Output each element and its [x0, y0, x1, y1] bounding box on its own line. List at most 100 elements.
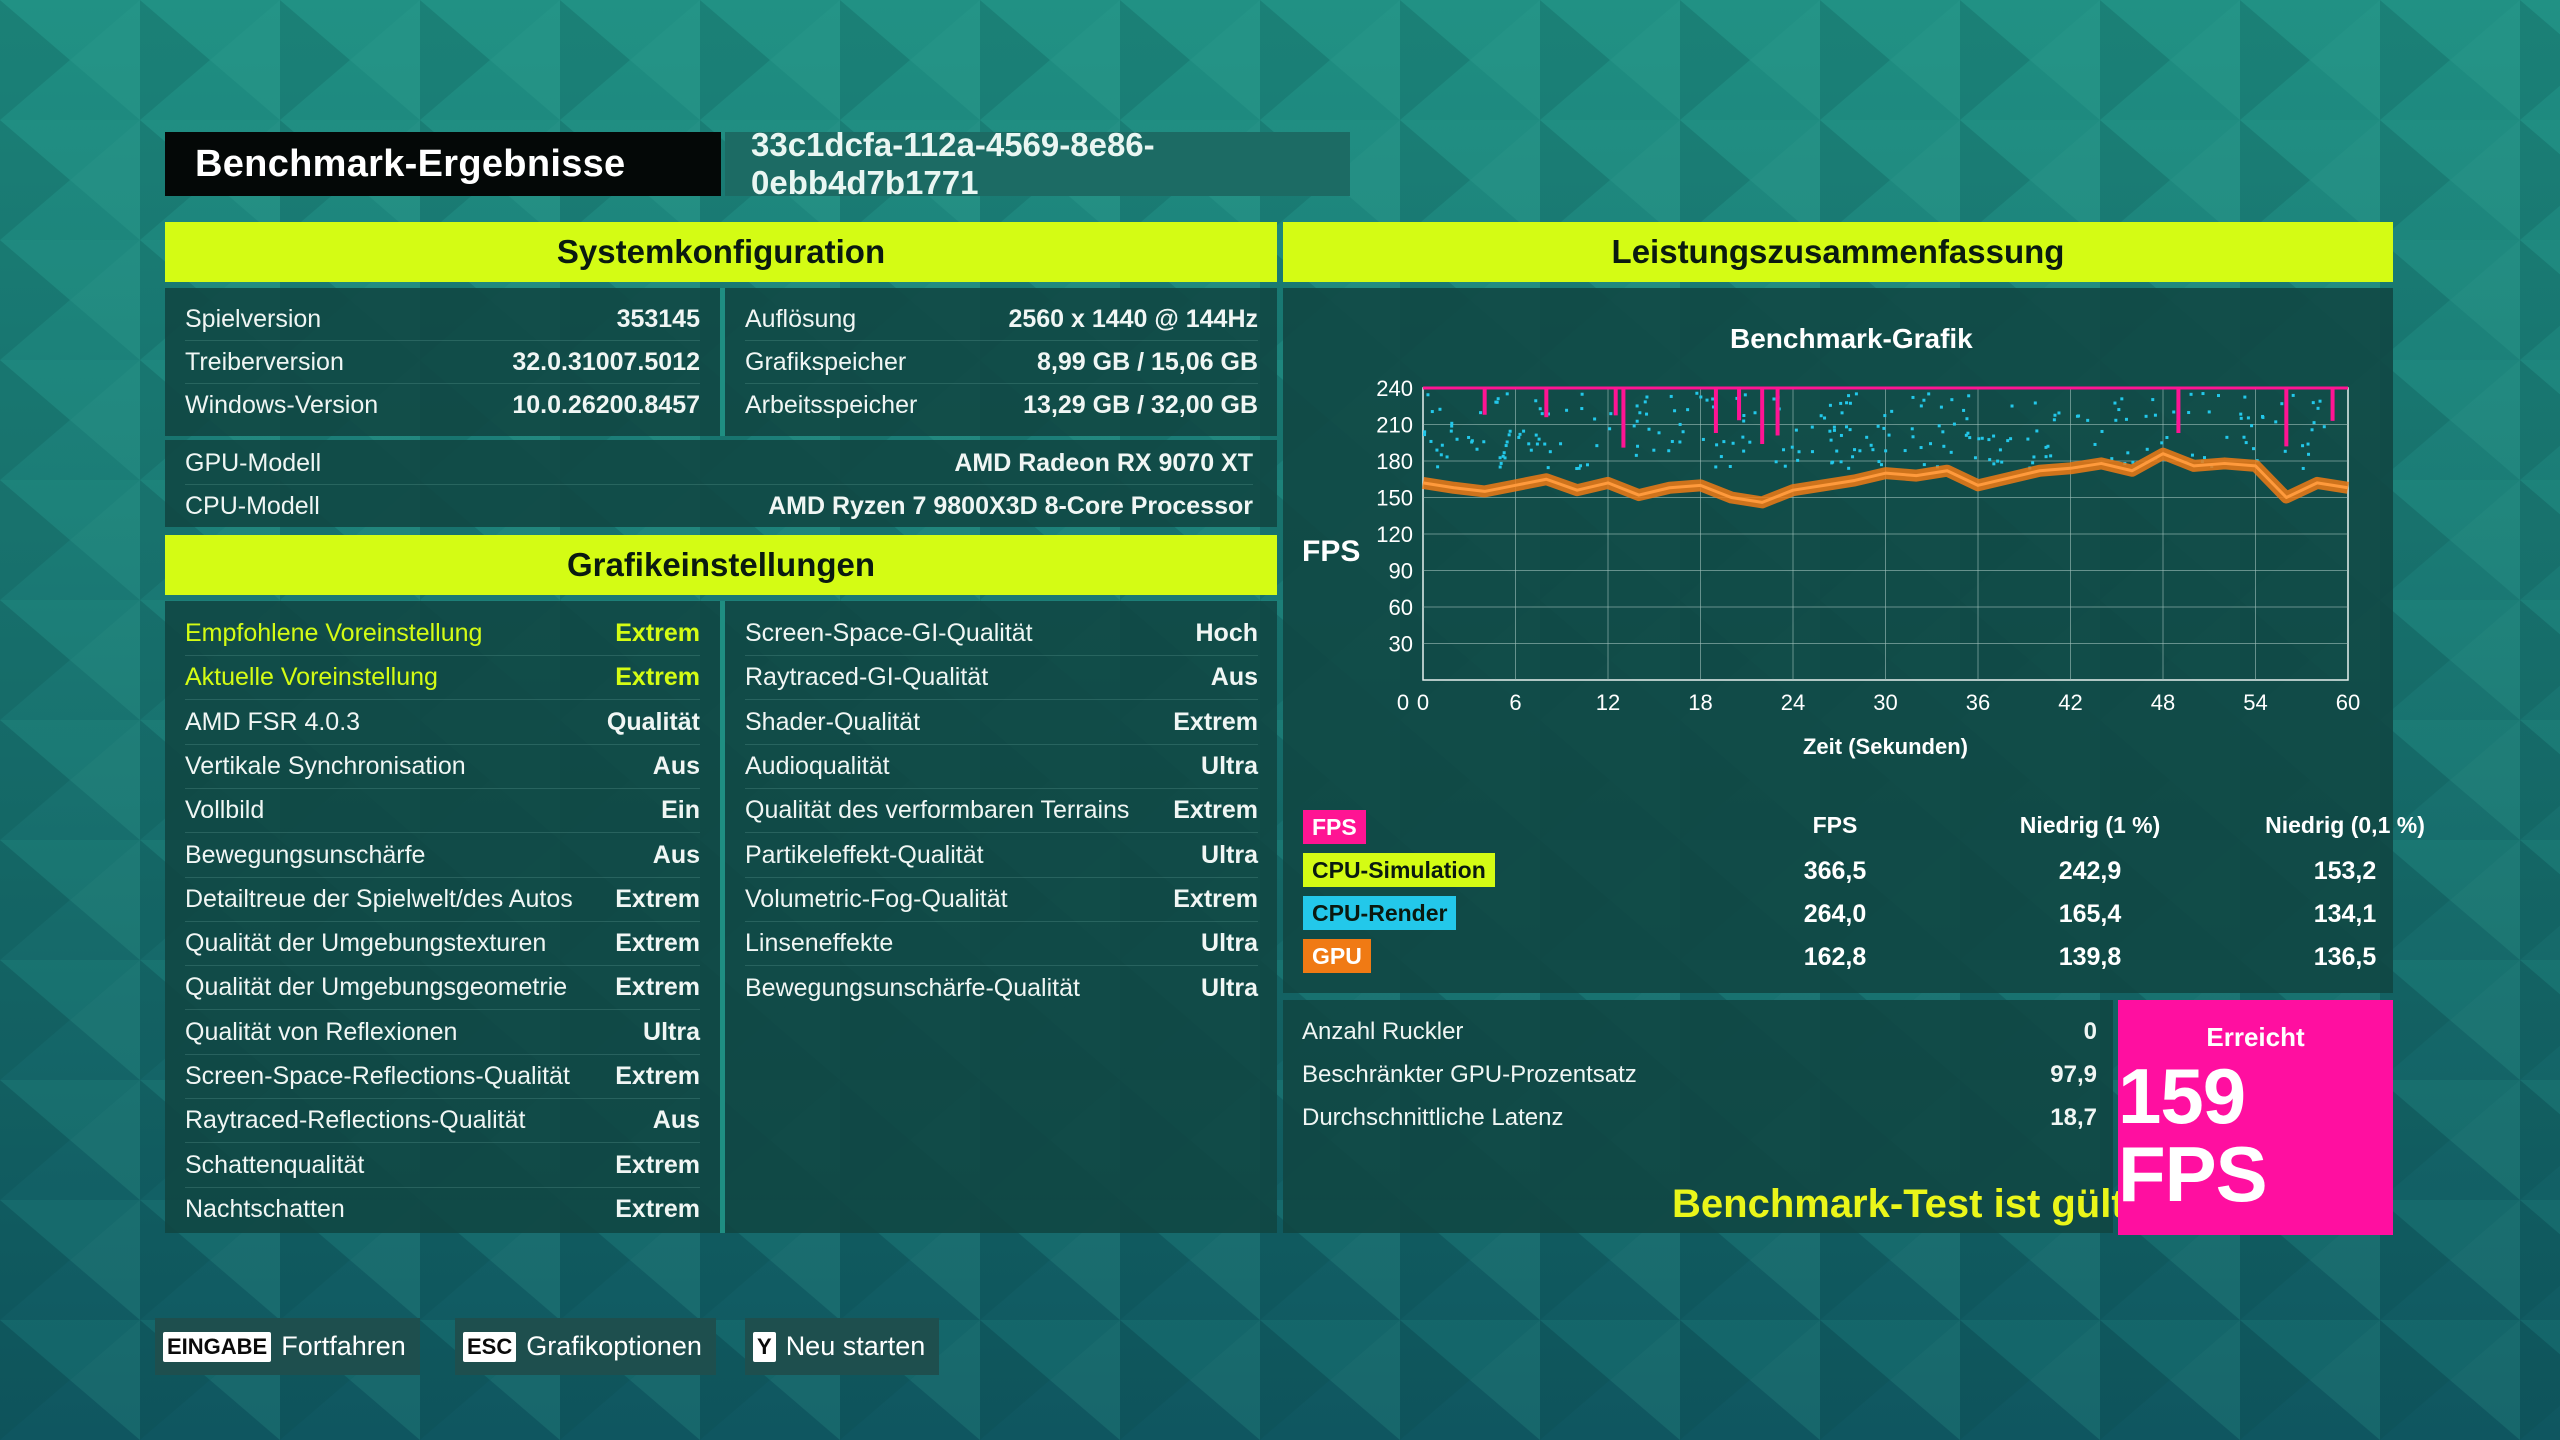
chart-point-cpu-render: [2301, 444, 2305, 448]
setting-value: Extrem: [615, 929, 700, 958]
setting-value: Aus: [1210, 663, 1258, 692]
chart-point-cpu-render: [1504, 444, 1508, 448]
chart-x-tick: 60: [2336, 690, 2360, 715]
setting-value: AMD Ryzen 7 9800X3D 8-Core Processor: [768, 492, 1253, 520]
setting-row: Screen-Space-Reflections-Qualität Extrem: [185, 1055, 700, 1099]
chart-x-tick: 24: [1781, 690, 1805, 715]
chart-point-cpu-render: [2093, 442, 2097, 446]
chart-point-cpu-render: [2243, 395, 2247, 399]
setting-row: Windows-Version 10.0.26200.8457: [185, 384, 700, 427]
chart-point-cpu-render: [1741, 435, 1745, 439]
chart-point-cpu-render: [1929, 442, 1933, 446]
chart-point-cpu-render: [2026, 437, 2030, 441]
chart-point-cpu-render: [1973, 456, 1977, 460]
setting-label: Raytraced-GI-Qualität: [745, 663, 989, 692]
chart-point-cpu-render: [1593, 417, 1597, 421]
chart-point-cpu-render: [1996, 459, 2000, 463]
setting-label: CPU-Modell: [185, 492, 320, 520]
chart-point-cpu-render: [2000, 460, 2004, 464]
setting-value: Extrem: [615, 663, 700, 692]
summary-stat-value: 0: [2083, 1018, 2097, 1045]
chart-point-cpu-render: [1657, 431, 1661, 435]
setting-row: Nachtschatten Extrem: [185, 1188, 700, 1232]
setting-row: Grafikspeicher 8,99 GB / 15,06 GB: [745, 341, 1258, 384]
restart-button[interactable]: Y Neu starten: [745, 1318, 940, 1375]
chart-point-cpu-render: [1499, 461, 1503, 465]
chart-point-cpu-render: [1565, 408, 1569, 412]
setting-value: 32.0.31007.5012: [512, 347, 700, 376]
chart-point-cpu-render: [1840, 411, 1844, 415]
chart-point-cpu-render: [1635, 404, 1639, 408]
chart-point-cpu-render: [1518, 432, 1522, 436]
chart-point-cpu-render: [1890, 409, 1894, 413]
chart-point-cpu-render: [1722, 440, 1726, 444]
setting-label: Bewegungsunschärfe: [185, 840, 426, 869]
setting-value: Hoch: [1195, 619, 1259, 647]
performance-summary-heading: Leistungszusammenfassung: [1283, 222, 2393, 282]
chart-point-cpu-render: [2246, 416, 2250, 420]
continue-button[interactable]: EINGABE Fortfahren: [155, 1318, 420, 1375]
setting-label: Empfohlene Voreinstellung: [185, 619, 483, 647]
result-value: 159 FPS: [2118, 1052, 2268, 1218]
chart-point-cpu-render: [1968, 436, 1972, 440]
chart-point-cpu-render: [1440, 443, 1444, 447]
chart-point-cpu-render: [2310, 428, 2314, 432]
chart-point-cpu-render: [1678, 440, 1682, 444]
chart-point-cpu-render: [1638, 411, 1642, 415]
chart-point-cpu-render: [1475, 447, 1479, 451]
setting-label: Raytraced-Reflections-Qualität: [185, 1106, 526, 1135]
setting-row: Schattenqualität Extrem: [185, 1144, 700, 1188]
setting-value: Extrem: [615, 1062, 700, 1090]
chart-point-cpu-render: [1783, 464, 1787, 468]
chart-point-cpu-render: [2131, 460, 2135, 464]
setting-value: Ultra: [1201, 751, 1258, 780]
graphics-options-button[interactable]: ESC Grafikoptionen: [455, 1318, 716, 1375]
chart-point-cpu-render: [1992, 462, 1996, 466]
setting-label: Treiberversion: [185, 347, 344, 376]
setting-value: Aus: [652, 1106, 700, 1135]
setting-value: Extrem: [615, 1195, 700, 1224]
chart-point-cpu-render: [2311, 401, 2315, 405]
chart-x-tick: 48: [2151, 690, 2175, 715]
setting-label: Audioqualität: [745, 751, 890, 780]
stats-value: 153,2: [2313, 857, 2377, 885]
chart-point-cpu-render: [1645, 412, 1649, 416]
setting-label: Shader-Qualität: [745, 707, 921, 736]
chart-point-cpu-render: [1903, 449, 1907, 453]
chart-point-cpu-render: [1966, 431, 1970, 435]
chart-point-cpu-render: [2100, 429, 2104, 433]
result-label: Erreicht: [2206, 1022, 2305, 1052]
chart-point-cpu-render: [1987, 438, 1991, 442]
chart-point-cpu-render: [1522, 429, 1526, 433]
chart-point-cpu-render: [2225, 435, 2229, 439]
setting-label: Qualität der Umgebungstexturen: [185, 929, 547, 958]
chart-point-cpu-render: [1498, 456, 1502, 460]
chart-point-cpu-render: [1546, 466, 1550, 470]
chart-point-cpu-render: [1445, 455, 1449, 459]
chart-point-cpu-render: [2312, 421, 2316, 425]
legend-cpu-render: CPU-Render: [1303, 896, 1457, 930]
chart-point-cpu-render: [2280, 402, 2284, 406]
chart-point-cpu-render: [1879, 463, 1883, 467]
setting-value: 8,99 GB / 15,06 GB: [1037, 347, 1258, 376]
stats-value: 242,9: [2058, 857, 2122, 885]
setting-value: Extrem: [1173, 796, 1258, 825]
chart-point-cpu-render: [2201, 392, 2205, 396]
chart-point-cpu-render: [2190, 453, 2194, 457]
chart-point-cpu-render: [1832, 428, 1836, 432]
stats-value: 264,0: [1803, 900, 1867, 928]
chart-point-cpu-render: [2120, 397, 2124, 401]
setting-label: GPU-Modell: [185, 448, 322, 477]
chart-point-cpu-render: [2114, 418, 2118, 422]
chart-point-cpu-render: [2307, 452, 2311, 456]
stats-column-header: Niedrig (1 %): [2019, 812, 2161, 838]
setting-label: Detailtreue der Spielwelt/des Autos: [185, 884, 573, 913]
chart-point-cpu-render: [1832, 425, 1836, 429]
chart-point-cpu-render: [1501, 454, 1505, 458]
chart-point-cpu-render: [1527, 442, 1531, 446]
summary-stat-value: 18,7: [2050, 1104, 2097, 1131]
chart-point-cpu-render: [1496, 397, 1500, 401]
setting-row: Aktuelle Voreinstellung Extrem: [185, 656, 700, 701]
benchmark-chart: 0 6 12 18 24 30 36 42 48 54 60 30 60 90 120 150 180 210 24…: [1376, 376, 2360, 759]
setting-label: Bewegungsunschärfe-Qualität: [745, 973, 1080, 1002]
